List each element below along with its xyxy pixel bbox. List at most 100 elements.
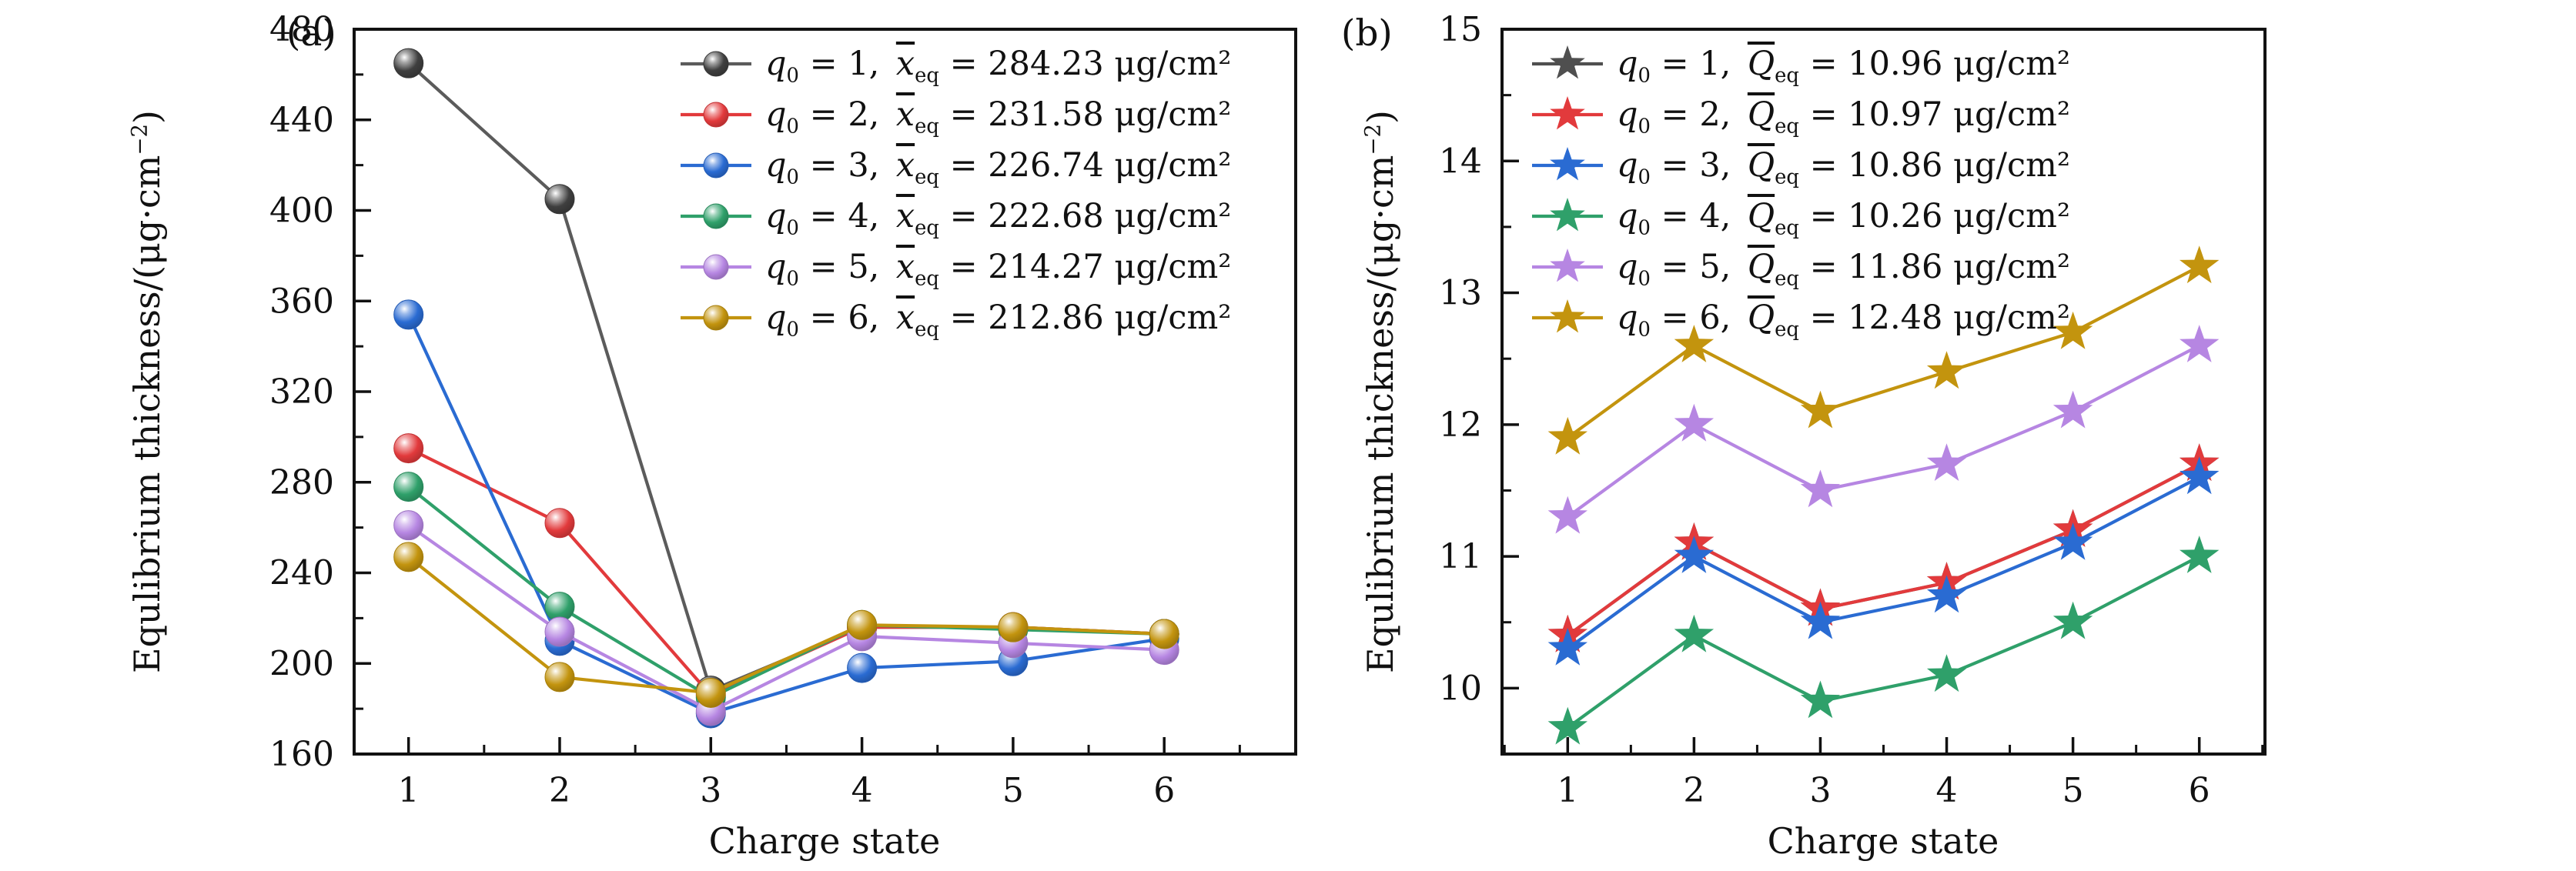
plot-frame [1500,28,2267,756]
legend-sphere-marker-icon [681,254,751,280]
data-point-sphere-q0-3 [847,652,878,683]
data-point-star-q0-3 [1674,536,1715,573]
legend-label: q0 = 6, xeq = 212.86 μg/cm² [765,299,1232,342]
legend-item-q0-3: q0 = 3, Qeq = 10.86 μg/cm² [1531,140,2070,191]
x-tick-label: 4 [1936,771,1958,810]
legend-label: q0 = 1, Qeq = 10.96 μg/cm² [1617,45,2071,88]
x-tick-label: 3 [1809,771,1831,810]
y-tick-label: 440 [269,101,334,140]
data-point-star-q0-6 [2052,311,2093,349]
legend-item-q0-4: q0 = 4, Qeq = 10.26 μg/cm² [1531,191,2070,242]
legend-item-q0-2: q0 = 2, Qeq = 10.97 μg/cm² [1531,89,2070,140]
legend-star-marker-icon [1532,96,1603,130]
y-axis-title-exponent: −2 [126,123,152,155]
legend-item-q0-6: q0 = 6, Qeq = 12.48 μg/cm² [1531,292,2070,343]
legend-label: q0 = 5, xeq = 214.27 μg/cm² [765,248,1232,291]
data-point-star-q0-6 [1547,416,1587,455]
panel-a-y-axis-title: Equlibrium thickness/(μg·cm−2) [124,29,170,754]
data-point-star-q0-6 [1800,390,1841,429]
legend-label: q0 = 6, Qeq = 12.48 μg/cm² [1617,299,2071,342]
legend-sphere-marker-icon [681,305,751,331]
y-tick-label: 15 [1439,10,1482,49]
y-tick-label: 12 [1439,405,1482,445]
legend-star-marker-icon [1532,249,1603,282]
data-point-sphere-q0-5 [393,510,424,541]
legend-label: q0 = 4, xeq = 222.68 μg/cm² [765,197,1232,240]
data-point-star-q0-5 [1800,469,1841,508]
data-point-sphere-q0-6 [847,609,878,640]
legend-item-q0-1: q0 = 1, Qeq = 10.96 μg/cm² [1531,38,2070,89]
legend-sphere-marker-icon [681,51,751,77]
data-point-sphere-q0-6 [393,542,424,572]
y-tick-label: 10 [1439,669,1482,708]
data-point-star-q0-5 [1547,496,1587,534]
x-tick-label: 1 [398,771,420,810]
panel-a-x-axis-title: Charge state [708,820,941,862]
legend-item-q0-2: q0 = 2, xeq = 231.58 μg/cm² [679,89,1231,140]
data-point-sphere-q0-4 [393,472,424,502]
series-line-q0-3 [406,312,1166,716]
data-point-star-q0-4 [1674,614,1715,652]
data-point-star-q0-4 [1926,654,1967,692]
series-line-q0-5 [1566,344,2201,519]
data-point-star-q0-6 [1674,325,1715,362]
data-point-star-q0-4 [2052,601,2093,639]
legend-star-marker-icon [1532,299,1603,333]
legend-label: q0 = 3, xeq = 226.74 μg/cm² [765,146,1232,189]
y-tick-label: 13 [1439,274,1482,313]
data-point-star-q0-4 [1800,680,1841,719]
panel-b-x-axis-title: Charge state [1767,820,1999,862]
plot-frame [353,28,1297,756]
series-line-q0-2 [1566,462,2201,638]
panel-a-legend: q0 = 1, xeq = 284.23 μg/cm² q0 = 2, xeq … [679,38,1231,343]
y-tick-label: 200 [269,644,334,683]
y-tick-label: 240 [269,554,334,593]
data-point-star-q0-4 [1547,706,1587,745]
data-point-star-q0-4 [2180,536,2220,573]
panel-b-y-axis-title: Equlibrium thickness/(μg·cm−2) [1357,29,1403,754]
y-tick-label: 320 [269,372,334,412]
legend-star-marker-icon [1532,147,1603,181]
legend-label: q0 = 3, Qeq = 10.86 μg/cm² [1617,146,2071,189]
x-tick-label: 5 [1002,771,1024,810]
y-axis-title-exponent: −2 [1360,123,1386,155]
y-tick-label: 14 [1439,142,1482,181]
x-tick-label: 6 [2189,771,2210,810]
data-point-star-q0-3 [2180,456,2220,495]
legend-sphere-marker-icon [681,203,751,229]
data-point-star-q0-5 [1926,443,1967,481]
legend-label: q0 = 1, xeq = 284.23 μg/cm² [765,45,1232,88]
data-point-sphere-q0-6 [1149,619,1179,649]
legend-item-q0-4: q0 = 4, xeq = 222.68 μg/cm² [679,191,1231,242]
y-tick-label: 360 [269,282,334,321]
legend-sphere-marker-icon [681,102,751,128]
legend-label: q0 = 2, xeq = 231.58 μg/cm² [765,95,1232,138]
data-point-star-q0-3 [1926,575,1967,613]
y-tick-label: 11 [1439,537,1482,576]
legend-item-q0-5: q0 = 5, xeq = 214.27 μg/cm² [679,242,1231,292]
data-point-sphere-q0-6 [695,678,726,709]
panel-b-legend: q0 = 1, Qeq = 10.96 μg/cm² q0 = 2, Qeq =… [1531,38,2070,343]
data-point-star-q0-5 [2180,325,2220,362]
x-tick-label: 2 [1683,771,1705,810]
data-point-star-q0-3 [2052,522,2093,560]
panel-b-label: (b) [1341,12,1393,55]
legend-item-q0-1: q0 = 1, xeq = 284.23 μg/cm² [679,38,1231,89]
series-line-q0-3 [1566,476,2201,651]
legend-star-marker-icon [1532,45,1603,79]
legend-sphere-marker-icon [681,152,751,179]
legend-item-q0-5: q0 = 5, Qeq = 11.86 μg/cm² [1531,242,2070,292]
y-axis-title-text: Equlibrium thickness/(μg·cm [1360,155,1401,674]
legend-label: q0 = 5, Qeq = 11.86 μg/cm² [1617,248,2071,291]
series-line-q0-6 [406,555,1166,695]
x-tick-label: 3 [700,771,721,810]
y-axis-title-text: ) [126,109,168,124]
y-axis-title-text: ) [1360,109,1401,124]
x-tick-label: 5 [2062,771,2084,810]
y-tick-label: 280 [269,463,334,502]
x-tick-label: 6 [1153,771,1175,810]
series-line-q0-4 [406,485,1166,699]
data-point-star-q0-3 [1547,628,1587,666]
